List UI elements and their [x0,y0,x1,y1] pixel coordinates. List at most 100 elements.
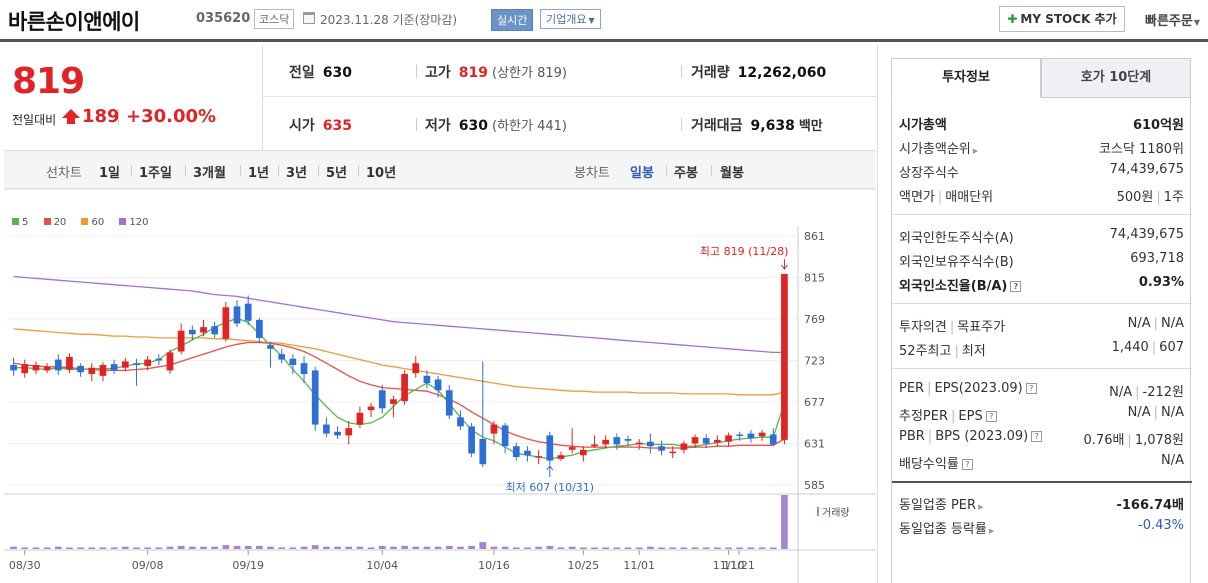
candle-body [434,379,442,391]
quick-order-button[interactable]: 빠른주문▼ [1145,10,1200,29]
divider [892,214,1192,215]
candle-weekly[interactable]: 주봉 [674,166,698,181]
candle-body [256,319,263,338]
week52-low-label: 최저 [961,344,986,359]
volume-bar [613,547,621,549]
add-mystock-button[interactable]: ✚ MY STOCK 추가 [999,6,1125,32]
volume-bar [635,547,643,549]
period-1d[interactable]: 1일 [99,166,121,181]
company-name: 바른손이앤에이 [8,10,140,34]
candle-body [267,345,274,349]
help-icon[interactable]: ? [985,411,997,422]
help-icon[interactable]: ? [1025,383,1037,394]
period-3y[interactable]: 3년 [286,166,308,181]
legend-ma20-label: 20 [53,217,67,228]
legend-swatch [12,218,19,225]
volume-bar [356,546,364,549]
industry-rate-row: 동일업종 등락률 ▶ -0.43% [899,518,1184,537]
period-3m[interactable]: 3개월 [193,166,226,181]
volume-bar [501,546,509,549]
volume-bar [546,545,554,549]
candle-body [222,307,230,339]
x-tick-label: 10/16 [478,559,510,572]
volume-value: 12,262,060 [737,65,827,81]
volume-bar [133,547,140,549]
foreign-ratio-label: 외국인소진율(B/A) [899,279,1008,294]
week52-row: 52주최고 | 최저 1,440 | 607 [899,340,1184,359]
foreign-hold-value: 693,718 [1130,251,1184,266]
open-label: 시가 [289,118,315,134]
candle-body [211,326,219,335]
chevron-down-icon: ▼ [1193,18,1200,27]
candle-body [479,438,487,465]
period-5y[interactable]: 5년 [326,166,348,181]
per-label: PER [899,381,925,396]
help-icon[interactable]: ? [961,459,973,470]
help-icon[interactable]: ? [1031,431,1043,442]
candle-body [233,306,241,324]
chart-canvas[interactable]: 861 815 769 723 677 631 585 거래량 08/30 09/08 09/19 1… [4,189,876,583]
face-value-group: 500원 | 1주 [1117,186,1184,205]
legend-swatch [43,218,51,225]
tab-order-book[interactable]: 호가 10단계 [1041,58,1191,98]
volume-bar [367,547,375,549]
industry-rate-link[interactable]: 동일업종 등락률 ▶ [899,518,994,537]
chevron-right-icon: ▶ [988,527,995,535]
est-per-row: 추정PER | EPS? N/A | N/A [899,405,1184,424]
bps-label: BPS (2023.09) [935,429,1029,444]
candle-body [110,364,118,371]
tab-investment-info[interactable]: 투자정보 [891,58,1041,98]
candle-body [166,352,174,371]
listed-shares-value: 74,439,675 [1109,162,1184,177]
candle-body [624,438,632,441]
period-10y[interactable]: 10년 [366,166,397,181]
trade-unit: 1주 [1163,190,1184,205]
volume-bar [267,546,274,549]
candle-body [244,303,252,321]
candle-body [613,437,621,445]
per-label-group: PER | EPS(2023.09)? [899,381,1037,396]
help-icon[interactable]: ? [1010,281,1022,292]
volume-bar [144,547,151,549]
volume-bar [781,495,788,549]
divider: | [951,409,956,424]
est-per-label-group: 추정PER | EPS? [899,405,997,424]
period-1y[interactable]: 1년 [248,166,270,181]
foreign-ratio-label-group: 외국인소진율(B/A)? [899,275,1022,294]
pbr-row: PBR | BPS (2023.09)? 0.76배 | 1,078원 [899,429,1184,448]
legend-ma20: 20 [43,217,67,228]
divider [711,165,712,176]
candle-body [680,443,688,450]
up-arrow-icon [62,109,80,124]
candle-body [747,433,755,439]
candle-body [602,439,610,445]
market-cap-rank-link[interactable]: 시가총액순위 ▶ [899,138,978,157]
candle-body [501,425,509,447]
volume-bar [691,547,699,549]
volume-bar [680,547,688,549]
candle-body [99,365,107,376]
x-tick-label: 08/30 [9,559,41,572]
bps-value: 1,078원 [1134,433,1184,448]
volume-label: 거래량 [691,65,730,81]
est-per-value: N/A [1127,405,1151,420]
per-group: N/A | -212원 [1109,381,1184,400]
realtime-button[interactable]: 실시간 [491,9,534,31]
candle-monthly[interactable]: 월봉 [720,166,744,181]
face-value-row: 액면가 | 매매단위 500원 | 1주 [899,186,1184,205]
per-value: N/A [1109,385,1133,400]
industry-per-value: -166.74배 [1116,498,1184,513]
volume-bar [43,547,51,549]
eps-value: -212원 [1142,385,1184,400]
candle-daily[interactable]: 일봉 [630,166,654,181]
industry-per-link[interactable]: 동일업종 PER ▶ [899,494,983,513]
volume-bar [669,547,677,549]
candle-body [54,359,62,371]
candle-body [278,354,286,360]
info-table: 시가총액 610억원 시가총액순위 ▶ 코스닥 1180위 상장주식수 74,43… [891,98,1192,583]
candle-body [300,363,308,375]
period-1w[interactable]: 1주일 [139,166,172,181]
est-eps-label: EPS [958,409,983,424]
company-overview-button[interactable]: 기업개요 ▼ [540,9,601,29]
volume-bar [412,546,420,549]
